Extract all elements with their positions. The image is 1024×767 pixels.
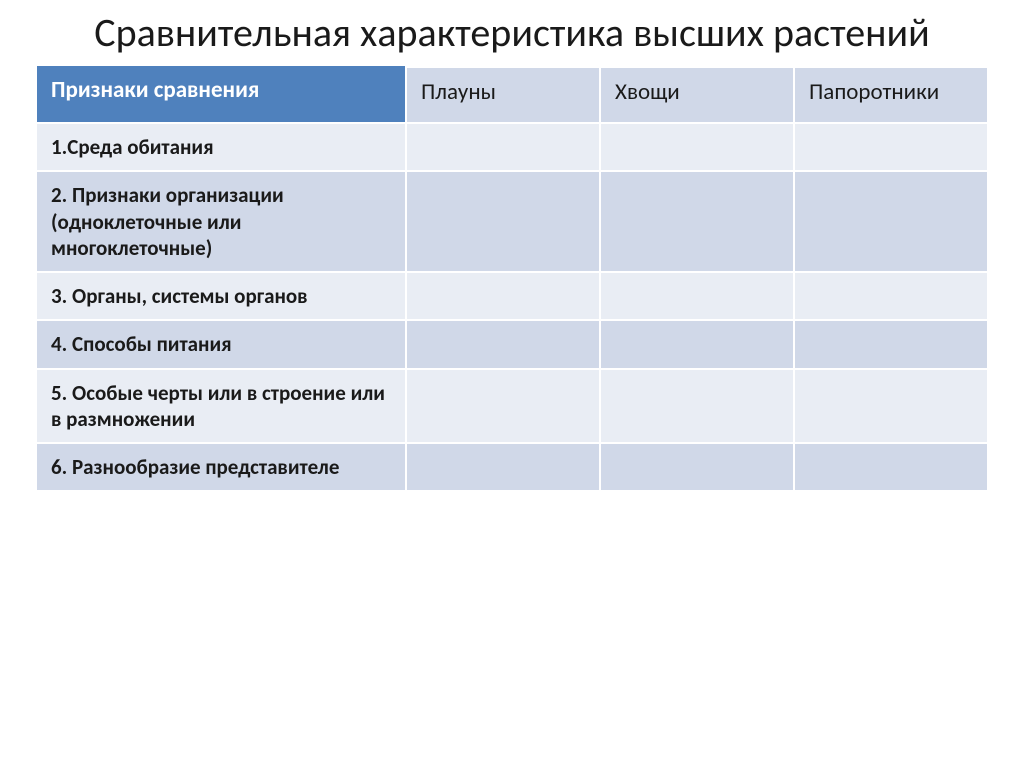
table-cell bbox=[600, 320, 794, 368]
row-label: 3. Органы, системы органов bbox=[36, 272, 406, 320]
row-label: 6. Разнообразие представителе bbox=[36, 443, 406, 491]
row-label: 5. Особые черты или в строение или в раз… bbox=[36, 369, 406, 444]
slide: Сравнительная характеристика высших раст… bbox=[0, 0, 1024, 767]
row-label: 2. Признаки организации (одноклеточные и… bbox=[36, 171, 406, 272]
table-cell bbox=[794, 272, 988, 320]
header-primary: Признаки сравнения bbox=[36, 65, 406, 123]
row-label: 4. Способы питания bbox=[36, 320, 406, 368]
row-label: 1.Среда обитания bbox=[36, 123, 406, 171]
table-cell bbox=[406, 171, 600, 272]
col-header: Плауны bbox=[406, 67, 600, 123]
table-cell bbox=[794, 171, 988, 272]
table-cell bbox=[794, 320, 988, 368]
table-cell bbox=[600, 171, 794, 272]
table-cell bbox=[600, 369, 794, 444]
table-cell bbox=[794, 443, 988, 491]
table-row: 6. Разнообразие представителе bbox=[36, 443, 988, 491]
table-cell bbox=[406, 272, 600, 320]
table-row: 1.Среда обитания bbox=[36, 123, 988, 171]
table-row: 3. Органы, системы органов bbox=[36, 272, 988, 320]
col-header: Хвощи bbox=[600, 67, 794, 123]
comparison-table: Признаки сравнения Плауны Хвощи Папоротн… bbox=[35, 64, 989, 492]
table-row: 4. Способы питания bbox=[36, 320, 988, 368]
table-cell bbox=[406, 123, 600, 171]
table-cell bbox=[406, 443, 600, 491]
table-cell bbox=[406, 320, 600, 368]
page-title: Сравнительная характеристика высших раст… bbox=[35, 10, 989, 56]
table-cell bbox=[600, 123, 794, 171]
table-cell bbox=[600, 443, 794, 491]
table-cell bbox=[794, 123, 988, 171]
table-cell bbox=[794, 369, 988, 444]
table-cell bbox=[600, 272, 794, 320]
table-cell bbox=[406, 369, 600, 444]
table-row: 5. Особые черты или в строение или в раз… bbox=[36, 369, 988, 444]
col-header: Папоротники bbox=[794, 67, 988, 123]
table-row: 2. Признаки организации (одноклеточные и… bbox=[36, 171, 988, 272]
